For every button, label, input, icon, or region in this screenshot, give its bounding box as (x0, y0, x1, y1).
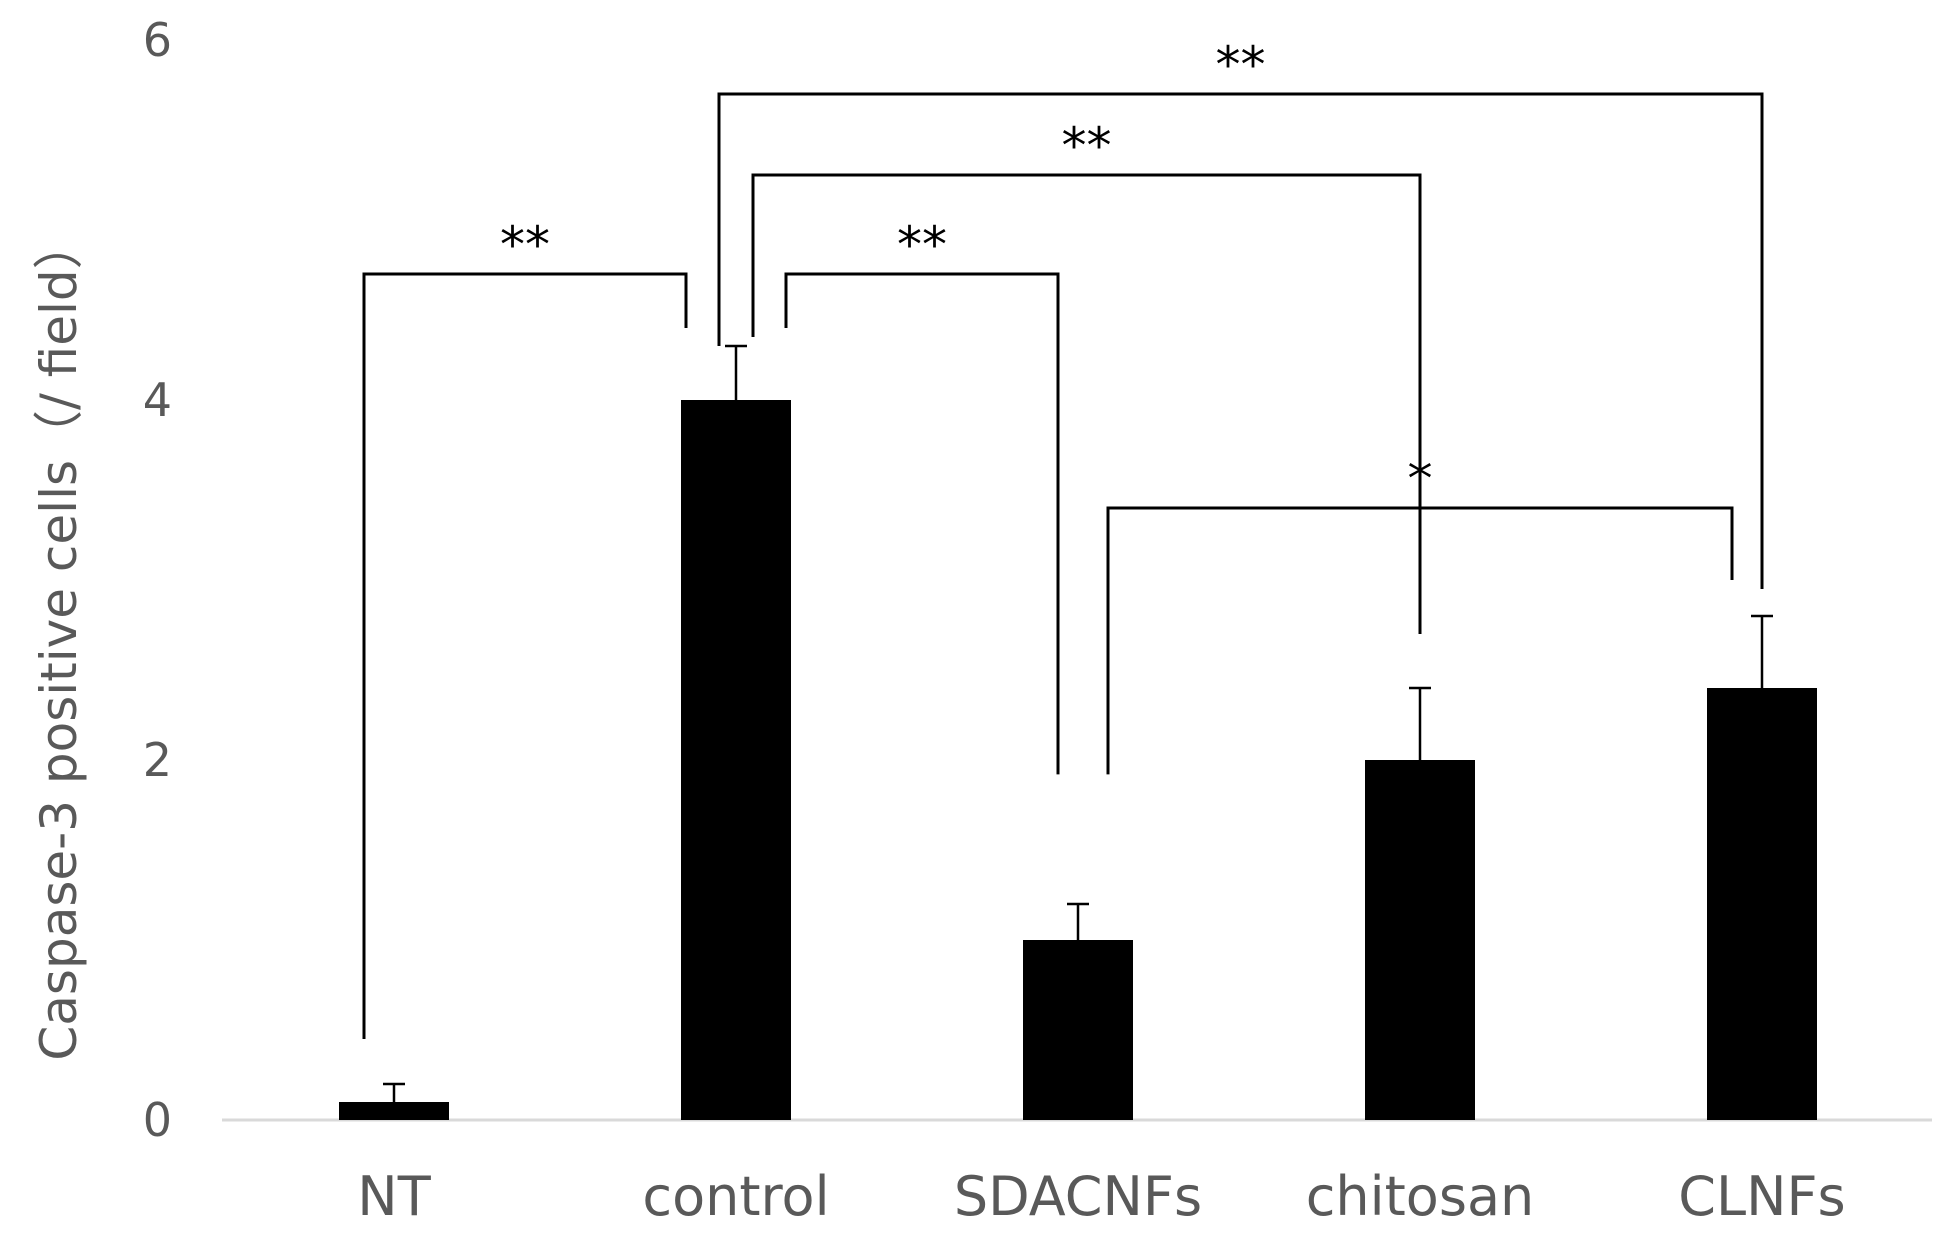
significance-label: ** (500, 216, 550, 274)
y-tick-label: 6 (143, 13, 172, 67)
significance-label: * (1408, 450, 1433, 508)
category-label: chitosan (1306, 1165, 1535, 1228)
y-tick-label: 0 (143, 1093, 172, 1147)
category-label: control (642, 1165, 829, 1228)
bar-control (681, 400, 791, 1120)
significance-brackets: ** ******* (362, 36, 1764, 1039)
y-axis-title: Caspase-3 positive cells（/ field） (30, 219, 88, 1060)
category-labels: NT control SDACNFs chitosan CLNFs (357, 1165, 1845, 1228)
y-tick-label: 4 (143, 373, 172, 427)
significance-label: ** (1062, 117, 1112, 175)
significance-bracket (362, 272, 688, 1039)
bar-CLNFs (1707, 688, 1817, 1120)
error-bars (383, 344, 1773, 1102)
significance-bracket (784, 272, 1060, 775)
bar-NT (339, 1102, 449, 1120)
significance-label: ** (1216, 36, 1266, 94)
category-label: SDACNFs (954, 1165, 1202, 1228)
bars (339, 400, 1817, 1120)
significance-bracket (717, 92, 1764, 589)
y-tick-label: 2 (143, 733, 172, 787)
significance-bracket (751, 173, 1422, 634)
category-label: CLNFs (1678, 1165, 1845, 1228)
significance-label: ** (897, 216, 947, 274)
bar-chitosan (1365, 760, 1475, 1120)
category-label: NT (357, 1165, 431, 1228)
y-axis-ticks: 0 2 4 6 (143, 13, 172, 1147)
bar-SDACNFs (1023, 940, 1133, 1120)
significance-bracket (1106, 506, 1734, 775)
